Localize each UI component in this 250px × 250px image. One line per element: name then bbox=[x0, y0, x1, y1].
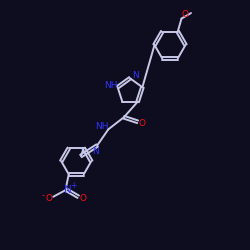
Text: O: O bbox=[139, 118, 146, 128]
Text: +: + bbox=[70, 181, 77, 190]
Text: O: O bbox=[45, 194, 52, 203]
Text: O: O bbox=[79, 194, 86, 203]
Text: -: - bbox=[41, 191, 44, 200]
Text: N: N bbox=[132, 71, 139, 80]
Text: O: O bbox=[181, 10, 188, 19]
Text: N: N bbox=[64, 185, 72, 195]
Text: N: N bbox=[92, 146, 99, 156]
Text: NH: NH bbox=[95, 122, 108, 131]
Text: NH: NH bbox=[104, 81, 118, 90]
